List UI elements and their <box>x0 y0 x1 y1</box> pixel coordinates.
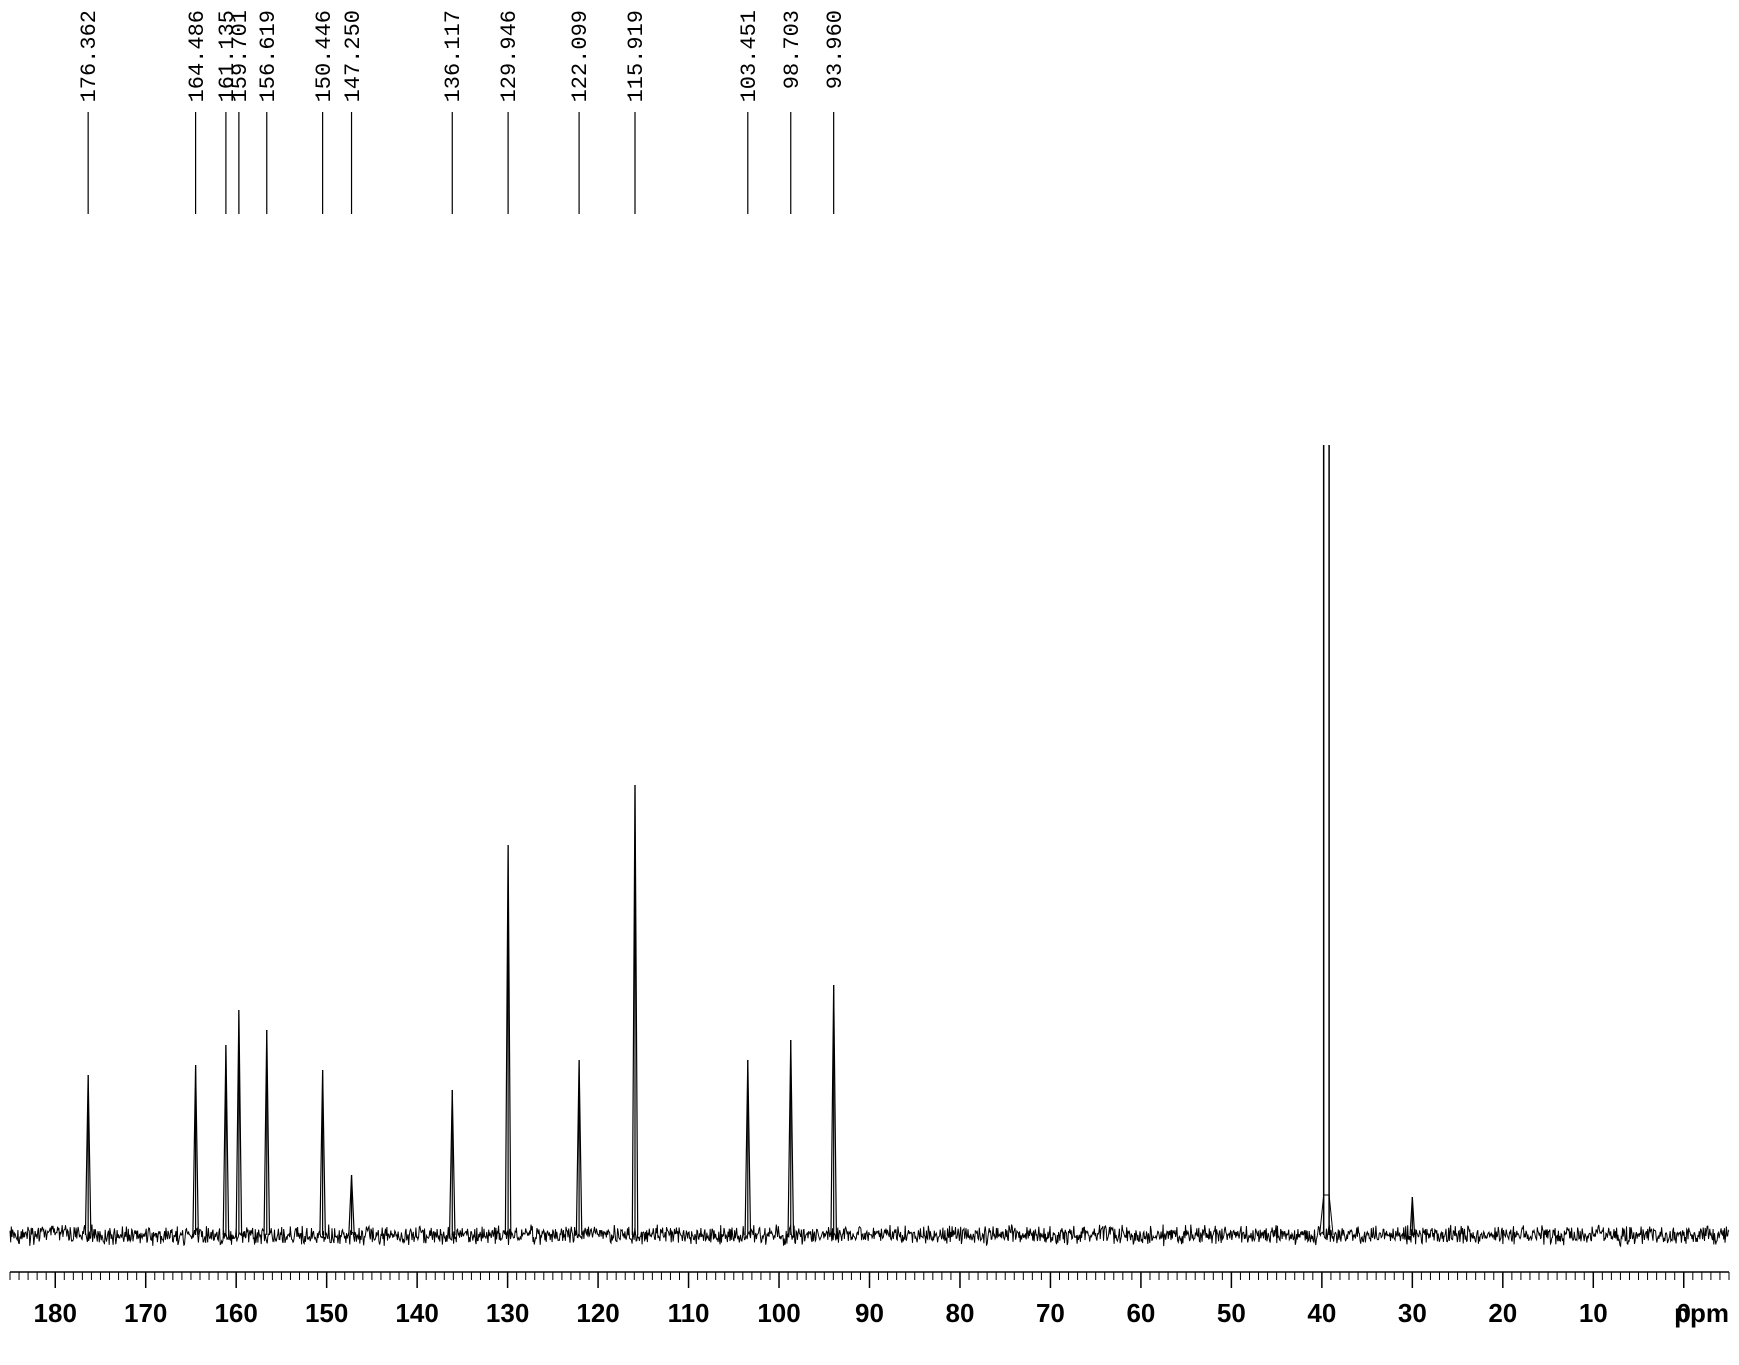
axis-tick-label: 20 <box>1488 1298 1517 1329</box>
peak-label: 93.960 <box>823 10 848 89</box>
peak-label: 156.619 <box>256 10 281 102</box>
peak-label: 150.446 <box>312 10 337 102</box>
nmr-spectrum-container: 180 170 160 150 140 130 120 110 100 90 80 70 60 50 40 3… <box>0 0 1739 1365</box>
peak-label: 164.486 <box>185 10 210 102</box>
axis-tick-label: 60 <box>1126 1298 1155 1329</box>
axis-tick-label: 130 <box>486 1298 529 1329</box>
peak-label: 115.919 <box>624 10 649 102</box>
peak-label: 129.946 <box>497 10 522 102</box>
axis-tick-label: 150 <box>305 1298 348 1329</box>
peak-label: 176.362 <box>77 10 102 102</box>
peak-label: 147.250 <box>341 10 366 102</box>
axis-tick-label: 140 <box>395 1298 438 1329</box>
axis-tick-label: 120 <box>576 1298 619 1329</box>
axis-tick-label: 50 <box>1217 1298 1246 1329</box>
axis-tick-label: 40 <box>1307 1298 1336 1329</box>
peak-label: 122.099 <box>568 10 593 102</box>
axis-tick-label: 100 <box>757 1298 800 1329</box>
axis-tick-label: 160 <box>214 1298 257 1329</box>
peak-label: 159.701 <box>228 10 253 102</box>
peak-label: 103.451 <box>737 10 762 102</box>
peak-label: 98.703 <box>780 10 805 89</box>
axis-unit-label: ppm <box>1674 1298 1729 1329</box>
axis-tick-label: 180 <box>34 1298 77 1329</box>
axis-tick-label: 110 <box>668 1298 710 1329</box>
axis-tick-label: 70 <box>1036 1298 1065 1329</box>
axis-tick-label: 170 <box>124 1298 167 1329</box>
peak-label: 136.117 <box>441 10 466 102</box>
axis-tick-label: 80 <box>946 1298 975 1329</box>
spectrum-canvas <box>0 0 1739 1365</box>
axis-tick-label: 90 <box>855 1298 884 1329</box>
axis-tick-label: 30 <box>1398 1298 1427 1329</box>
axis-tick-label: 10 <box>1579 1298 1608 1329</box>
